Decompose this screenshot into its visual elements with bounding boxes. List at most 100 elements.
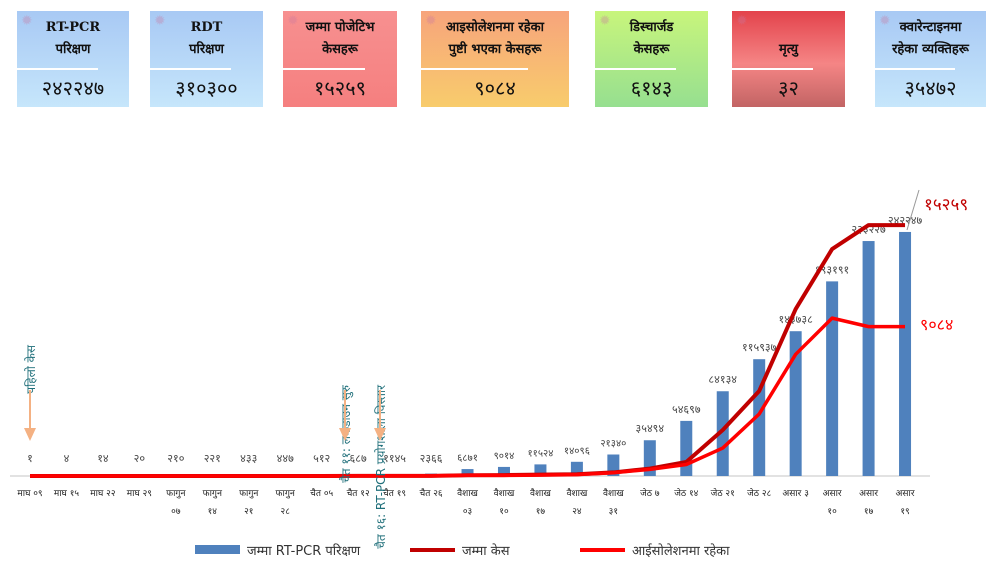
virus-icon: ✹ [599, 13, 611, 29]
bar [497, 466, 510, 476]
x-tick-label: चैत १९ [383, 487, 406, 499]
bar-label: २१० [167, 452, 184, 465]
bar-label: १४०९६ [564, 446, 590, 457]
card-subtitle: परिक्षण [189, 42, 224, 57]
bar-label: ११५२४ [527, 448, 553, 459]
bar-label: ४ [64, 452, 70, 465]
arrow-head-icon [339, 428, 351, 441]
bar-label: २० [134, 452, 146, 465]
bar [789, 331, 802, 476]
bar-label: ४३३ [240, 452, 257, 465]
x-tick-label: १९ [900, 507, 909, 517]
bar-label: ५१२ [313, 452, 330, 465]
x-tick-label: ०३ [463, 507, 472, 517]
card-subtitle: रहेका व्यक्तिहरू [892, 42, 969, 57]
x-tick-label: वैशाख [494, 487, 515, 499]
isolation-line [30, 316, 906, 478]
x-tick-label: २१ [244, 507, 253, 517]
stat-card: ✹ RT-PCR परिक्षण २४२२४७ [17, 11, 129, 107]
virus-icon: ✹ [736, 13, 748, 29]
x-tick-label: वैशाख [457, 487, 478, 499]
bar [862, 241, 875, 476]
card-value: ३१०३०० [175, 76, 238, 100]
x-tick-label: चैत २६ [420, 487, 443, 499]
card-value: ९०८४ [474, 76, 516, 100]
stat-card: ✹ मृत्यु ३२ [732, 11, 845, 107]
bar [826, 281, 839, 476]
card-subtitle: केसहरू [322, 42, 358, 57]
bar-label: ६८७१ [457, 453, 478, 464]
stat-card: ✹ डिस्चार्जड केसहरू ६१४३ [595, 11, 708, 107]
card-title: RT-PCR [45, 20, 101, 35]
virus-icon: ✹ [879, 13, 891, 29]
divider [17, 68, 98, 70]
x-tick-label: माघ ०९ [17, 489, 42, 499]
bar [461, 469, 474, 476]
card-subtitle: केसहरू [633, 42, 670, 57]
legend-label: जम्मा केस [462, 543, 510, 559]
card-value: ६१४३ [630, 76, 673, 100]
card-title: जम्मा पोजेटिभ [305, 20, 375, 35]
bar [534, 464, 547, 476]
bar-label: २१३४० [600, 439, 626, 450]
stat-card: ✹ आइसोलेशनमा रहेका पुष्टी भएका केसहरू ९०८… [421, 11, 569, 107]
stat-card: ✹ जम्मा पोजेटिभ केसहरू १५२५९ [283, 11, 397, 107]
stat-card: ✹ RDT परिक्षण ३१०३०० [150, 11, 263, 107]
card-title: आइसोलेशनमा रहेका [446, 20, 544, 35]
total-cases-end-label: १५२५९ [924, 195, 968, 215]
divider [283, 68, 366, 70]
bar-label: १४ [97, 452, 109, 465]
card-subtitle: मृत्यु [778, 42, 799, 57]
x-tick-label: माघ २९ [127, 489, 152, 499]
bar-label: २३६६ [420, 452, 443, 465]
x-tick-label: फागुन [276, 489, 296, 499]
arrow-head-icon [374, 428, 386, 441]
virus-icon: ✹ [21, 13, 33, 29]
card-value: ३५४७२ [904, 76, 957, 100]
x-tick-label: १७ [864, 507, 874, 517]
bar [716, 391, 729, 476]
arrow-head-icon [24, 428, 36, 441]
bar-label: ९०१४ [494, 451, 515, 462]
virus-icon: ✹ [287, 13, 299, 29]
card-value: १५२५९ [314, 76, 366, 100]
x-tick-label: फागुन [166, 489, 186, 499]
divider [421, 68, 528, 70]
virus-icon: ✹ [425, 13, 437, 29]
isolation-end-label: ९०८४ [920, 315, 953, 334]
x-tick-label: जेठ २१ [711, 487, 735, 499]
x-tick-label: २८ [281, 507, 291, 517]
x-tick-label: चैत ०५ [310, 487, 333, 499]
card-value: २४२२४७ [41, 76, 105, 100]
legend-swatch [195, 545, 240, 554]
bar-label: ३५४९४ [636, 422, 665, 435]
x-tick-label: ०७ [171, 507, 181, 517]
x-tick-label: चैत १२ [347, 487, 370, 499]
x-tick-label: १० [499, 507, 509, 517]
annotation-label: पहिलो केस [24, 344, 38, 394]
x-tick-label: असार [859, 489, 878, 499]
x-tick-label: १० [827, 507, 837, 517]
card-value: ३२ [778, 76, 799, 100]
bar-label: १४३७३८ [778, 313, 813, 326]
x-tick-label: असार [823, 489, 842, 499]
x-tick-label: जेठ २८ [747, 487, 771, 499]
bar-label: ४४७ [277, 452, 294, 465]
card-subtitle: पुष्टी भएका केसहरू [448, 42, 542, 57]
divider [732, 68, 814, 70]
bar-label: ११५९३७ [742, 341, 777, 354]
x-tick-label: वैशाख [603, 487, 624, 499]
card-title: क्वारेन्टाइनमा [899, 20, 962, 35]
divider [595, 68, 677, 70]
bar-label: ६८७ [350, 452, 367, 465]
x-tick-label: ३१ [609, 507, 618, 517]
x-tick-label: वैशाख [530, 487, 551, 499]
stat-card: ✹ क्वारेन्टाइनमा रहेका व्यक्तिहरू ३५४७२ [875, 11, 986, 107]
x-tick-label: जेठ १४ [674, 487, 698, 499]
annotation-label: चैत १६: RT-PCR प्रयोगशाला विस्तार [374, 384, 388, 549]
bar-label: ५४६९७ [672, 403, 701, 416]
x-tick-label: फागुन [203, 489, 223, 499]
x-tick-label: १४ [208, 507, 218, 517]
bar-label: ८४१३४ [708, 373, 737, 386]
